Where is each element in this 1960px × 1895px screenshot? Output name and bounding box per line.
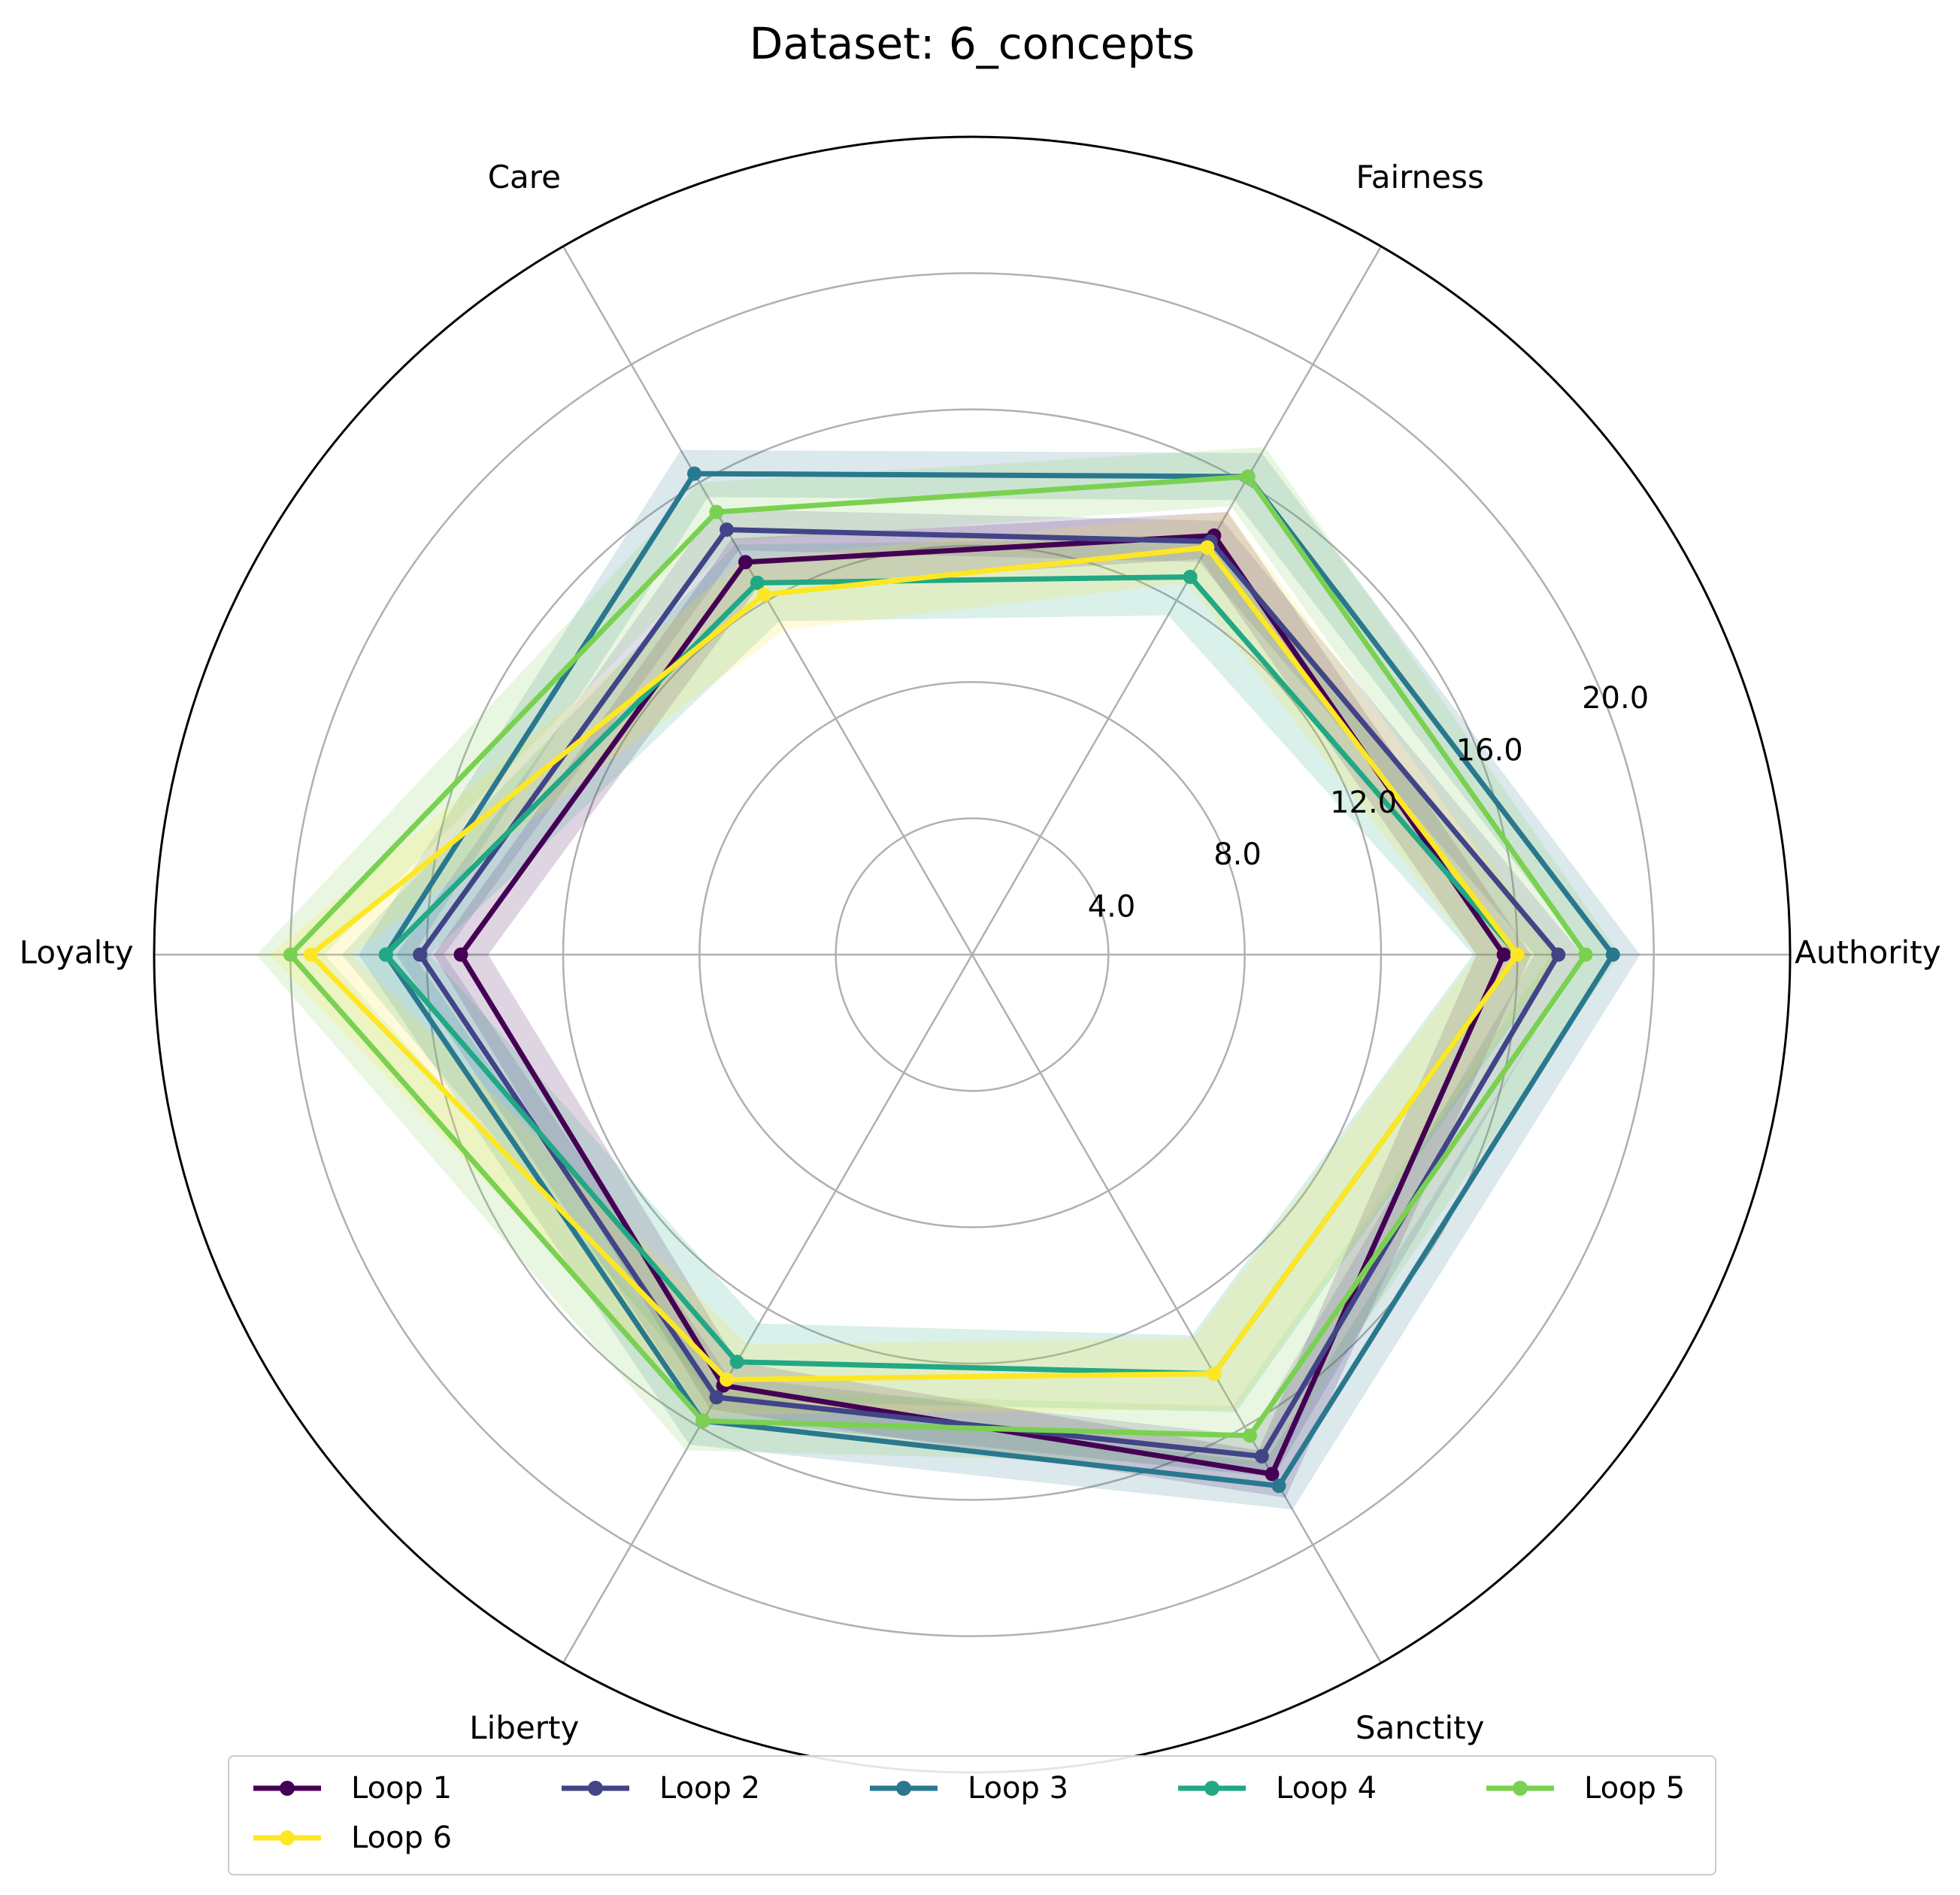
legend-label: Loop 2 [659, 1771, 761, 1806]
axis-label-loyalty: Loyalty [20, 934, 134, 971]
point-loop-6-care [756, 587, 771, 602]
point-loop-5-liberty [695, 1413, 710, 1428]
point-loop-5-care [709, 504, 724, 519]
rtick-label-2: 8.0 [1213, 837, 1262, 872]
legend-item-loop-6: Loop 6 [246, 1817, 452, 1859]
point-loop-6-liberty [719, 1372, 735, 1387]
point-loop-5-fairness [1241, 469, 1256, 484]
point-loop-1-loyalty [453, 947, 468, 962]
point-loop-2-liberty [709, 1390, 724, 1405]
point-loop-4-loyalty [378, 947, 393, 962]
legend-swatch-loop-4 [1178, 1781, 1246, 1796]
axis-label-authority: Authority [1795, 934, 1940, 971]
legend-item-loop-5: Loop 5 [1479, 1767, 1685, 1809]
axis-label-liberty: Liberty [469, 1709, 579, 1746]
spoke-sanctity [971, 954, 1383, 1663]
point-loop-5-loyalty [283, 947, 298, 962]
point-loop-4-fairness [1183, 569, 1198, 584]
point-loop-6-fairness [1200, 540, 1215, 555]
radial-tick-labels: 4.0 8.0 12.0 16.0 20.0 [1088, 681, 1649, 925]
band-loop-6 [270, 512, 1559, 1415]
point-loop-6-authority [1510, 947, 1525, 962]
point-loop-2-authority [1551, 947, 1566, 962]
point-loop-2-care [719, 522, 735, 537]
rtick-label-4: 16.0 [1456, 733, 1523, 767]
point-loop-3-authority [1605, 947, 1620, 962]
chart-title: Dataset: 6_concepts [750, 18, 1195, 69]
legend-item-loop-2: Loop 2 [554, 1767, 760, 1809]
point-loop-3-care [687, 466, 702, 481]
legend: Loop 1 Loop 2 Loop 3 Loop 4 Loop 5 Loop 6 [228, 1755, 1716, 1875]
point-loop-2-loyalty [413, 947, 428, 962]
legend-swatch-loop-3 [870, 1781, 938, 1796]
point-loop-5-sanctity [1242, 1428, 1257, 1443]
spoke-fairness [971, 246, 1383, 955]
legend-label: Loop 1 [351, 1771, 453, 1806]
legend-swatch-loop-5 [1486, 1781, 1554, 1796]
spoke-liberty [562, 954, 974, 1663]
uncertainty-bands [256, 447, 1640, 1510]
point-loop-6-sanctity [1207, 1366, 1222, 1381]
rtick-label-1: 4.0 [1088, 890, 1136, 925]
legend-swatch-loop-1 [253, 1781, 321, 1796]
point-loop-6-loyalty [304, 947, 319, 962]
rtick-label-3: 12.0 [1330, 786, 1397, 820]
axis-label-fairness: Fairness [1356, 159, 1483, 195]
legend-label: Loop 3 [968, 1771, 1069, 1806]
legend-swatch-loop-6 [253, 1830, 321, 1845]
legend-label: Loop 6 [351, 1821, 453, 1855]
axis-label-care: Care [488, 159, 561, 195]
point-loop-3-sanctity [1271, 1479, 1286, 1494]
legend-label: Loop 4 [1276, 1771, 1377, 1806]
legend-item-loop-1: Loop 1 [246, 1767, 452, 1809]
point-loop-5-authority [1578, 947, 1593, 962]
point-loop-1-authority [1496, 947, 1511, 962]
point-loop-2-sanctity [1254, 1448, 1269, 1464]
series-lines [283, 466, 1620, 1494]
legend-item-loop-3: Loop 3 [862, 1767, 1068, 1809]
axis-labels: Authority Fairness Care Loyalty Liberty Sanct… [20, 159, 1941, 1746]
legend-label: Loop 5 [1584, 1771, 1686, 1806]
legend-item-loop-4: Loop 4 [1171, 1767, 1377, 1809]
point-loop-1-sanctity [1265, 1467, 1280, 1482]
point-loop-4-liberty [729, 1355, 744, 1370]
legend-swatch-loop-2 [562, 1781, 629, 1796]
point-loop-1-care [738, 555, 753, 570]
rtick-label-5: 20.0 [1582, 681, 1649, 716]
point-loop-4-care [750, 575, 765, 590]
axis-label-sanctity: Sanctity [1356, 1709, 1485, 1746]
